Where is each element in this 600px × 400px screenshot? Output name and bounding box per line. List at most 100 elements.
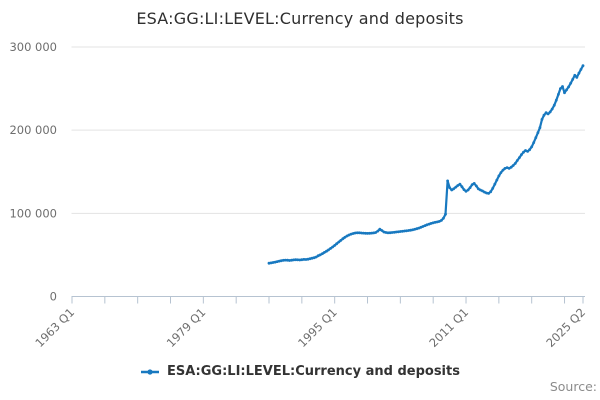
chart-title: ESA:GG:LI:LEVEL:Currency and deposits (136, 9, 464, 28)
data-point-marker (349, 232, 353, 236)
data-point-marker (325, 249, 328, 253)
data-point-marker (382, 230, 386, 234)
data-point-marker (275, 260, 279, 263)
data-point-marker (499, 171, 503, 175)
data-point-marker (437, 220, 441, 223)
data-point-marker (513, 162, 517, 165)
data-point-marker (440, 219, 443, 222)
data-point-marker (323, 251, 326, 254)
data-point-marker (333, 244, 337, 247)
data-point-marker (573, 73, 577, 77)
data-point-marker (446, 179, 449, 183)
data-point-marker (552, 103, 556, 107)
data-point-marker (530, 145, 534, 149)
data-point-marker (538, 126, 542, 130)
data-point-marker (548, 110, 552, 114)
data-point-marker (433, 220, 437, 224)
data-point-marker (452, 187, 456, 191)
data-point-marker (353, 231, 357, 235)
data-point-marker (565, 88, 568, 92)
data-point-marker (329, 247, 332, 250)
data-point-marker (546, 112, 550, 116)
x-tick-label: 2025 Q2 (543, 305, 588, 350)
data-point-marker (575, 76, 579, 79)
y-tick-label: 200 000 (9, 123, 57, 137)
y-tick-label: 0 (50, 290, 57, 304)
data-point-marker (413, 227, 417, 231)
data-point-marker (341, 237, 345, 241)
data-point-marker (444, 212, 447, 216)
data-point-marker (339, 239, 343, 242)
data-point-marker (571, 78, 575, 81)
data-point-marker (581, 64, 585, 68)
y-tick-label: 300 000 (9, 40, 57, 54)
data-point-marker (302, 258, 306, 261)
data-point-marker (579, 68, 583, 71)
data-point-marker (337, 240, 341, 244)
data-point-marker (554, 98, 558, 102)
data-point-marker (292, 258, 295, 262)
data-point-marker (462, 188, 466, 192)
data-point-marker (495, 178, 499, 182)
data-point-marker (429, 222, 433, 225)
data-series-line[interactable] (267, 64, 585, 265)
data-point-marker (563, 91, 566, 95)
data-point-marker (374, 231, 378, 234)
data-point-marker (310, 256, 314, 260)
legend-item[interactable]: ESA:GG:LI:LEVEL:Currency and deposits (0, 364, 600, 379)
data-point-marker (380, 229, 384, 232)
x-tick-label: 1995 Q1 (295, 305, 340, 350)
data-point-marker (503, 167, 507, 170)
data-point-marker (279, 259, 283, 263)
data-point-marker (472, 182, 476, 185)
data-point-marker (288, 259, 291, 262)
data-point-marker (534, 136, 538, 140)
data-point-marker (335, 242, 339, 246)
data-point-marker (567, 85, 570, 89)
data-point-marker (509, 165, 513, 169)
data-point-marker (454, 185, 458, 189)
data-point-marker (536, 131, 540, 135)
data-point-marker (485, 191, 488, 195)
x-tick-label: 1979 Q1 (164, 305, 209, 350)
data-point-marker (569, 81, 573, 85)
data-point-marker (364, 231, 367, 235)
x-tick-label: 1963 Q1 (32, 305, 77, 350)
series-line-icon (140, 367, 160, 377)
data-point-marker (331, 245, 334, 249)
data-point-marker (347, 233, 351, 237)
data-point-marker (355, 231, 359, 235)
data-point-marker (421, 225, 425, 228)
data-point-marker (321, 252, 324, 256)
data-point-marker (362, 231, 365, 235)
data-point-marker (458, 182, 462, 186)
data-point-marker (493, 182, 497, 186)
data-point-marker (460, 185, 464, 189)
data-point-marker (561, 85, 564, 88)
data-point-marker (357, 231, 361, 235)
source-note: Source: (549, 379, 597, 394)
data-point-marker (501, 168, 505, 172)
data-point-marker (360, 231, 363, 235)
data-point-marker (522, 150, 525, 154)
data-point-marker (491, 187, 495, 190)
data-point-marker (448, 186, 451, 190)
data-point-marker (409, 228, 412, 232)
data-point-marker (456, 184, 460, 187)
data-point-marker (515, 159, 519, 162)
data-point-marker (559, 87, 562, 90)
data-point-marker (271, 261, 275, 264)
data-point-marker (481, 189, 484, 193)
data-point-marker (487, 192, 490, 195)
data-point-marker (267, 261, 271, 265)
data-point-marker (507, 167, 511, 170)
data-point-marker (318, 253, 322, 257)
data-point-marker (468, 186, 472, 190)
data-point-marker (314, 255, 318, 259)
data-point-marker (386, 231, 390, 235)
data-point-marker (528, 148, 531, 152)
data-point-marker (542, 113, 546, 117)
data-point-marker (327, 248, 330, 252)
data-point-marker (394, 230, 398, 234)
